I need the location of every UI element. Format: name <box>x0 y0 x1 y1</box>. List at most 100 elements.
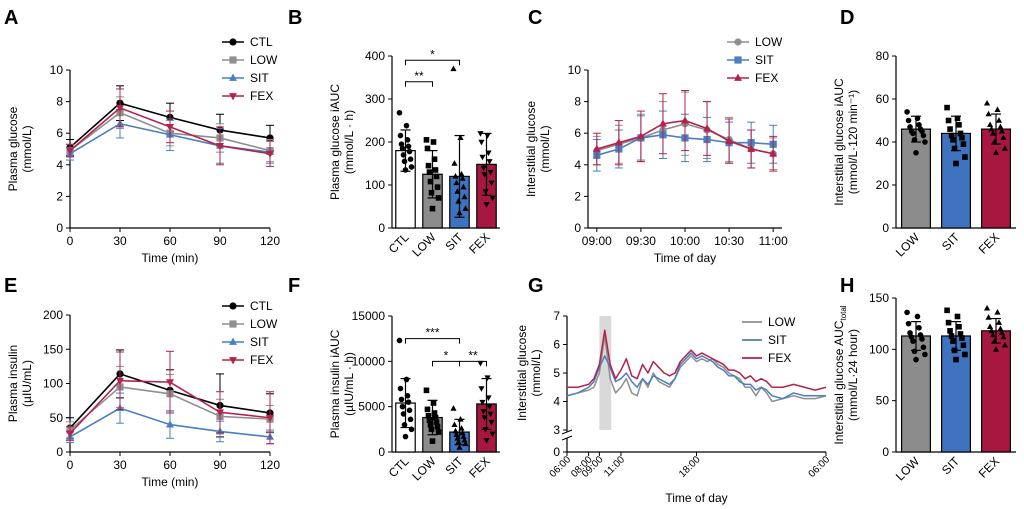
panel-b-low-xtick-label: LOW <box>409 230 439 260</box>
panel-d-sit-dot <box>959 134 965 141</box>
panel-d-low-dot <box>904 109 910 115</box>
panel-h-fex-dot <box>1000 333 1007 340</box>
panel-f-ylabel-line: (µIU/mL · h) <box>342 352 356 416</box>
panel-f-sit-dot <box>458 425 465 431</box>
panel-g-sit-trace <box>566 352 826 400</box>
panel-e-ylabel-line: Plasma insulin <box>6 345 20 422</box>
panel-f-fex-dot <box>484 375 491 382</box>
panel-b-ctl-dot <box>400 152 407 158</box>
panel-b-low-dot <box>428 189 435 196</box>
panel-b-sit-dot <box>450 65 457 72</box>
panel-f-ctl-dot <box>406 407 413 414</box>
panel-f-significance-bracket <box>405 338 460 344</box>
panel-a-legend-marker <box>229 93 237 101</box>
panel-b-sit-dot <box>458 170 465 177</box>
panel-d-sit-dot <box>960 141 967 147</box>
panel-label-d: D <box>840 7 854 29</box>
panel-b-sit-dot <box>457 134 464 140</box>
panel-c-ylabel-line: Interstitial glucose <box>524 101 538 197</box>
panel-d-fex-dot <box>1001 145 1009 151</box>
panel-d-fex-xtick-label: FEX <box>976 230 1002 256</box>
panel-h-sit-dot <box>953 356 959 363</box>
panel-h-fex-dot <box>997 325 1004 332</box>
panel-e-fex-point <box>116 377 124 386</box>
panel-f-ctl-dot <box>404 392 411 399</box>
panel-g-xlabel: Time of day <box>665 491 727 505</box>
panel-c-fex-point <box>658 119 667 127</box>
panel-f-ctl-dot <box>408 426 415 433</box>
panel-d-fex-dot <box>985 110 992 117</box>
panel-g-ylabel: Interstitial glucose(mmol/L) <box>515 325 543 421</box>
panel-f-low-dot <box>428 426 435 433</box>
panel-d-sit-dot <box>957 130 964 137</box>
panel-b-ctl-dot <box>404 137 411 143</box>
panel-d-low-dot <box>911 137 918 143</box>
panel-f-fex-dot <box>489 431 496 438</box>
panel-b-low-dot <box>431 156 438 162</box>
panel-d-ylabel: Interstitial glucose iAUC(mmol/L·120 min… <box>832 78 860 206</box>
panel-d-fex-dot <box>991 138 998 145</box>
panel-c-fex-point <box>681 116 689 124</box>
panel-f-sit-dot <box>460 433 467 439</box>
panel-a-xtick-label: 30 <box>113 234 127 248</box>
panel-b-ctl-dot <box>398 141 405 147</box>
panel-f-low-dot <box>427 422 434 428</box>
panel-e-xtick-label: 0 <box>67 458 74 472</box>
panel-b-ylabel: Plasma glucose iAUC(mmol/L · h) <box>328 84 356 200</box>
panel-a-ylabel-line: (mmol/L) <box>20 125 34 172</box>
panel-g-xtick-label: 11:00 <box>602 454 627 479</box>
panel-a-fex-point <box>116 105 124 113</box>
panel-f-ytick-label: 15000 <box>352 309 386 323</box>
panel-e-legend-label-sit: SIT <box>250 335 269 349</box>
panel-h-fex-dot <box>989 331 997 338</box>
panel-h-sit-dot <box>947 328 953 334</box>
panel-a-ylabel: Plasma glucose(mmol/L) <box>6 106 34 191</box>
panel-f-low-dot <box>435 429 442 435</box>
panel-h-low-xtick-label: LOW <box>893 454 923 484</box>
panel-b-ytick-label: 100 <box>365 178 385 192</box>
panel-b-low-dot <box>430 139 437 145</box>
panel-f-ctl-xtick-label: CTL <box>386 454 412 480</box>
panel-d-fex-bar <box>980 128 1011 229</box>
panel-f-significance-label: * <box>444 348 449 362</box>
panel-f-ctl-dot <box>405 399 412 405</box>
panel-f-ctl-dot <box>400 411 407 417</box>
panel-a-ytick-label: 4 <box>56 158 63 172</box>
panel-f-fex-xtick-label: FEX <box>466 454 492 480</box>
panel-b-significance-bracket <box>405 59 460 66</box>
panel-c-fex-point <box>725 136 734 144</box>
panel-d-ylabel-line: (mmol/L·120 min⁻¹) <box>846 90 860 194</box>
panel-d-sit-dot <box>953 160 959 167</box>
panel-f-low-dot <box>429 438 436 444</box>
panel-a-xtick-label: 120 <box>260 234 280 248</box>
panel-g-xtick-label: 06:00 <box>548 454 574 480</box>
panel-d-chart: 0 20 40 60 80 LOW SIT FEX Interstitial glucose i… <box>832 49 1016 259</box>
panel-h-chart: 0 50 100 150 LOW SIT FEX Interstitial glucose A… <box>832 291 1016 483</box>
panel-f-fex-dot <box>482 427 489 433</box>
panel-h-low-dot <box>914 313 921 320</box>
panel-h-fex-dot <box>1001 341 1009 348</box>
panel-e-fex-point <box>66 430 74 438</box>
panel-label-e: E <box>4 275 17 297</box>
panel-a-fex-point <box>216 142 224 151</box>
panel-d-ytick-label: 40 <box>876 135 890 149</box>
panel-f-sit-dot <box>462 440 469 447</box>
panel-d-sit-xtick-label: SIT <box>939 230 963 254</box>
panel-g-ytick-label: 7 <box>553 309 560 323</box>
panel-label-h: H <box>840 275 854 297</box>
panel-h-fex-dot <box>995 319 1003 325</box>
panel-d-fex-dot <box>994 106 1001 112</box>
panel-d-ytick-label: 80 <box>876 49 890 63</box>
panel-g-ytick-label: 5 <box>553 366 560 380</box>
panel-b-fex-dot <box>479 154 486 161</box>
panel-c-ytick-label: 2 <box>574 189 581 203</box>
panel-d-fex-dot <box>989 130 997 136</box>
panel-f-fex-dot <box>487 411 494 418</box>
panel-b-ctl-dot <box>405 143 412 150</box>
panel-a-legend-label-ctl: CTL <box>250 35 273 49</box>
panel-f-sit-dot <box>461 436 468 443</box>
panel-f-sit-dot <box>457 416 464 422</box>
panel-b-ytick-label: 400 <box>365 49 385 63</box>
panel-b-significance-label: * <box>430 47 435 61</box>
panel-g-ytick-label: 6 <box>553 338 560 352</box>
